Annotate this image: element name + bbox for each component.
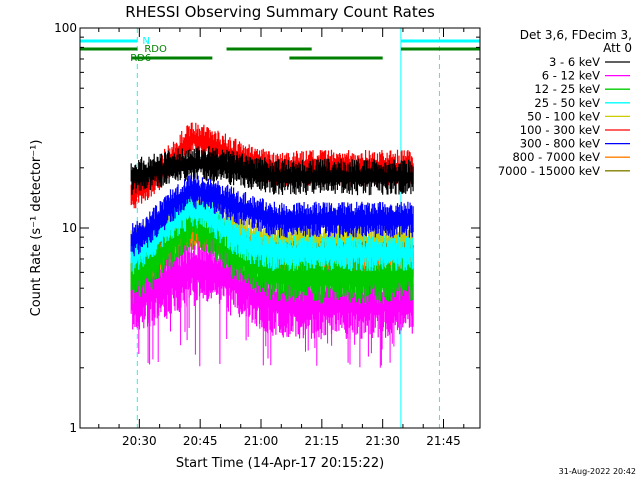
night-label: N bbox=[142, 36, 149, 47]
y-axis-label: Count Rate (s⁻¹ detector⁻¹) bbox=[29, 140, 44, 317]
legend-label: 12 - 25 keV bbox=[534, 82, 600, 96]
legend-label: 7000 - 15000 keV bbox=[498, 164, 600, 178]
x-axis: 20:30 20:45 21:00 21:15 21:30 21:45 bbox=[98, 28, 465, 448]
legend-label: 6 - 12 keV bbox=[542, 69, 600, 83]
x-tick-label: 21:45 bbox=[426, 434, 461, 448]
x-tick-label: 21:00 bbox=[244, 434, 279, 448]
chart-title: RHESSI Observing Summary Count Rates bbox=[125, 3, 435, 21]
legend-label: 800 - 7000 keV bbox=[512, 150, 600, 164]
rdo-label: RDO bbox=[144, 44, 167, 55]
legend-title-line-2: Att 0 bbox=[603, 41, 632, 55]
y-tick-label: 10 bbox=[62, 221, 77, 235]
series-0-trace bbox=[130, 146, 414, 196]
legend-label: 300 - 800 keV bbox=[520, 137, 600, 151]
x-tick-label: 21:15 bbox=[305, 434, 340, 448]
series-1-dropouts bbox=[138, 270, 395, 368]
legend-label: 3 - 6 keV bbox=[549, 55, 600, 69]
legend-title-line-1: Det 3,6, FDecim 3, bbox=[520, 28, 632, 42]
footer-date: 31-Aug-2022 20:42 bbox=[559, 467, 636, 476]
series-6-trace bbox=[130, 172, 414, 257]
x-tick-label: 21:30 bbox=[365, 434, 400, 448]
legend-label: 50 - 100 keV bbox=[527, 109, 600, 123]
x-tick-label: 20:30 bbox=[122, 434, 157, 448]
y-tick-label: 1 bbox=[69, 421, 77, 435]
x-tick-label: 20:45 bbox=[183, 434, 218, 448]
series-3-trace bbox=[130, 192, 414, 275]
x-axis-label: Start Time (14-Apr-17 20:15:22) bbox=[176, 456, 384, 471]
rd6-label: RD6 bbox=[130, 53, 151, 64]
y-tick-label: 100 bbox=[54, 21, 77, 35]
legend-label: 25 - 50 keV bbox=[534, 96, 600, 110]
legend-label: 100 - 300 keV bbox=[520, 123, 600, 137]
y-axis: 1 10 100 bbox=[54, 21, 480, 435]
